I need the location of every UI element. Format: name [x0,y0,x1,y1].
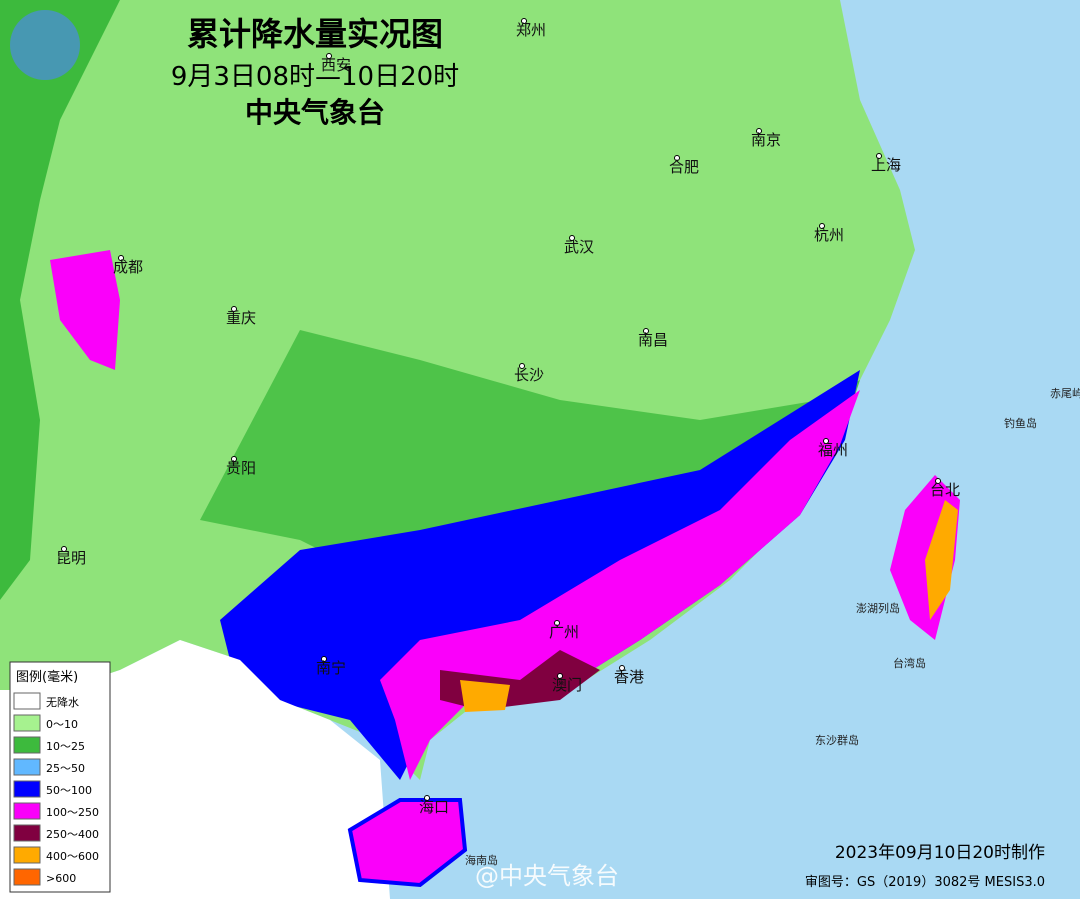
city-dot [231,456,237,462]
rain-band [460,680,510,712]
city-dot [619,665,625,671]
legend-label: 无降水 [46,695,79,709]
legend-label: 50～100 [46,784,92,797]
legend-swatch [13,714,41,732]
legend-label: 0～10 [46,718,78,731]
place-label: 台湾岛 [893,656,926,670]
city-dot [756,128,762,134]
legend-swatch [13,692,41,710]
city-label: 台北 [930,481,960,499]
city-label: 重庆 [226,309,256,327]
city-dot [823,438,829,444]
place-label: 赤尾屿 [1050,387,1080,400]
city-dot [519,363,525,369]
taiwan-rain [925,500,958,620]
city-label: 长沙 [514,366,544,384]
legend-swatch [13,846,41,864]
city-label: 福州 [818,441,848,459]
city-dot [554,620,560,626]
city-label: 南宁 [316,659,346,677]
legend-label: 100～250 [46,806,99,819]
city-dot [674,155,680,161]
legend-swatch [13,868,41,886]
city-dot [231,306,237,312]
place-label: 海南岛 [465,853,498,867]
period: 9月3日08时—10日20时 [171,62,459,92]
rain-band [50,250,120,370]
city-label: 广州 [549,623,579,641]
city-dot [321,656,327,662]
city-dot [643,328,649,334]
legend-label: 250～400 [46,828,99,841]
place-label: 澎湖列岛 [856,601,900,615]
city-label: 昆明 [56,549,86,567]
city-label: 合肥 [669,158,699,176]
city-label: 南京 [751,131,781,149]
rain-band [0,0,120,600]
watermark: @中央气象台 [475,862,619,890]
legend-swatch [13,736,41,754]
city-label: 杭州 [814,226,844,244]
legend-label: 10～25 [46,740,85,753]
legend-swatch [13,758,41,776]
city-dot [819,223,825,229]
city-dot [935,478,941,484]
place-label: 东沙群岛 [815,733,859,747]
approval-number: 审图号：GS（2019）3082号 MESIS3.0 [805,875,1045,890]
rain-band [220,370,860,780]
city-label: 西安 [321,56,351,74]
legend-label: 25～50 [46,762,85,775]
city-dot [424,795,430,801]
legend-swatch [13,780,41,798]
city-label: 郑州 [516,21,546,39]
city-dot [326,53,332,59]
city-dot [118,255,124,261]
legend-label: >600 [46,872,76,885]
title: 累计降水量实况图 [187,15,443,53]
made-time: 2023年09月10日20时制作 [835,843,1045,863]
city-label: 海口 [419,798,449,816]
city-dot [569,235,575,241]
hainan-island [347,798,468,888]
city-label: 南昌 [638,331,668,349]
place-label: 钓鱼岛 [1004,416,1037,430]
legend: 图例(毫米) 无降水 0～10 10～25 25～50 50～100 100～250 250… [9,661,111,893]
city-label: 贵阳 [226,459,256,477]
legend-swatch [13,802,41,820]
city-dot [521,18,527,24]
city-label: 香港 [614,668,644,686]
city-dot [557,673,563,679]
city-dot [61,546,67,552]
agency: 中央气象台 [245,96,385,129]
city-label: 澳门 [552,676,582,694]
logo [10,10,80,80]
legend-title: 图例(毫米) [16,669,78,685]
city-label: 成都 [113,258,143,276]
city-label: 武汉 [564,238,594,256]
legend-swatch [13,824,41,842]
legend-label: 400～600 [46,850,99,863]
city-label: 上海 [871,156,901,174]
city-dot [876,153,882,159]
